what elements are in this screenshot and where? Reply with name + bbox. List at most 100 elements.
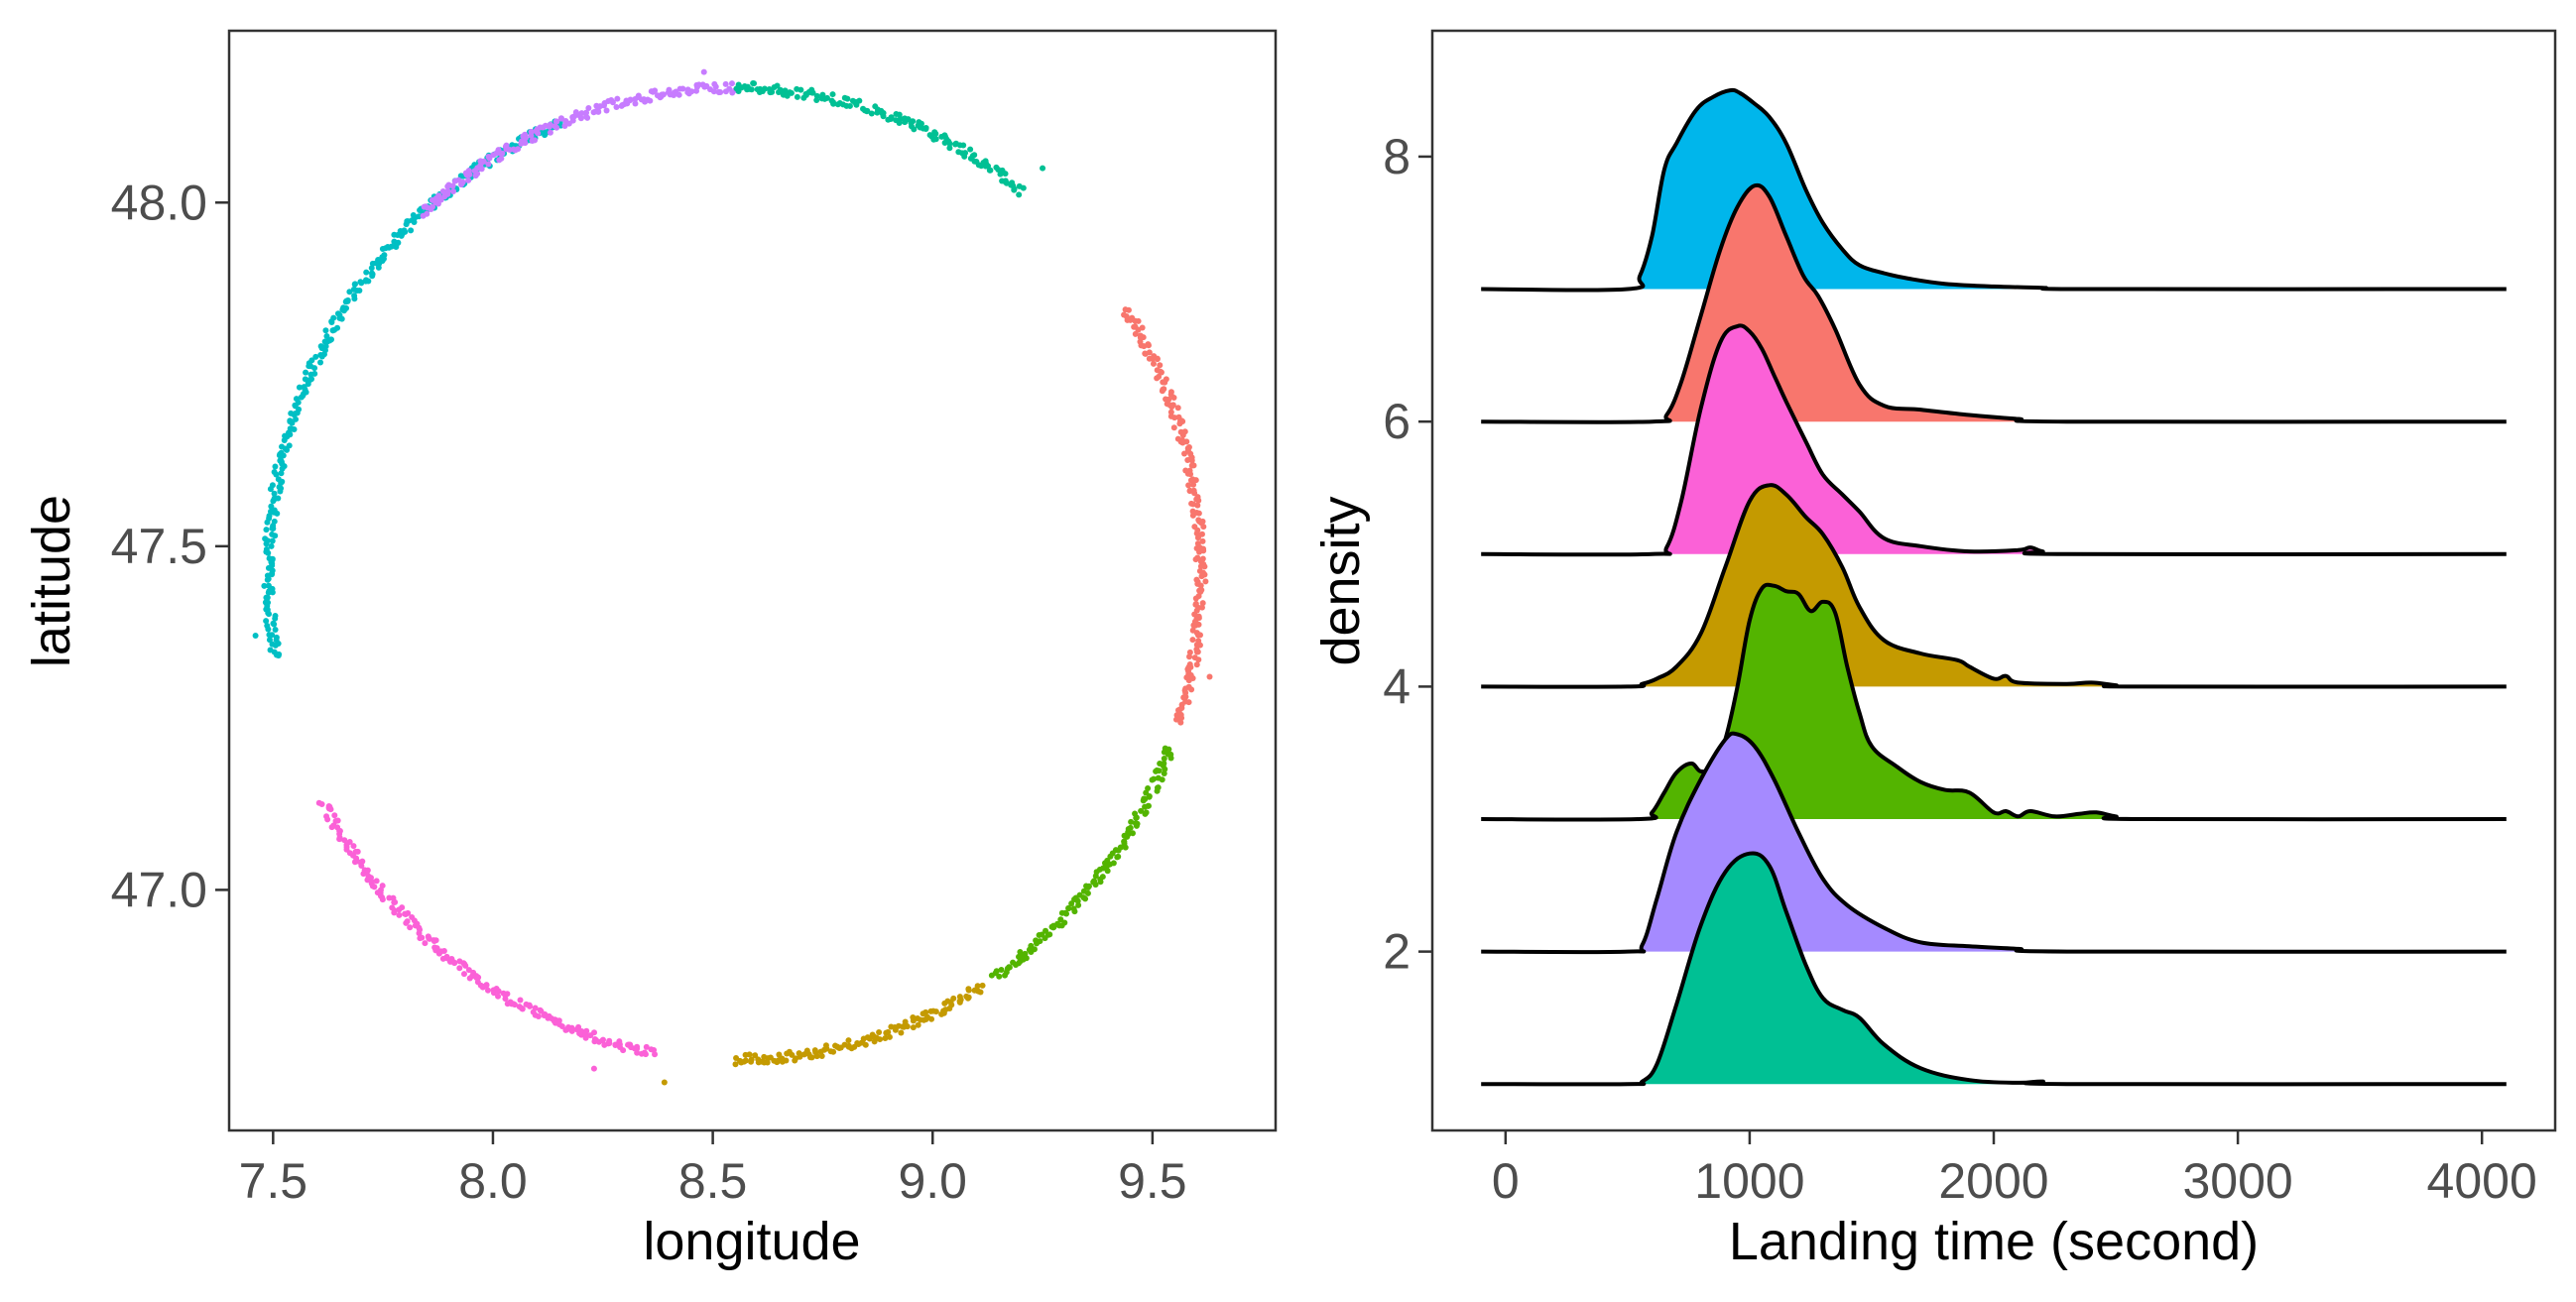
scatter-point — [1150, 360, 1157, 367]
scatter-point — [1161, 386, 1167, 393]
scatter-point — [915, 122, 921, 129]
scatter-point — [568, 1024, 575, 1031]
scatter-point — [893, 117, 900, 124]
ridge-outline — [1481, 731, 2507, 955]
scatter-point — [266, 637, 273, 644]
scatter-x-axis: 7.5 8.0 8.5 9.0 9.5 — [239, 1130, 1187, 1209]
scatter-point — [950, 995, 957, 1002]
scatter-point — [1154, 784, 1161, 791]
scatter-y-tick-label: 47.5 — [111, 519, 207, 574]
scatter-point — [351, 859, 358, 866]
scatter-point — [932, 1008, 939, 1015]
scatter-point — [643, 1043, 650, 1050]
scatter-point — [317, 359, 324, 366]
scatter-point — [750, 80, 757, 87]
scatter-point — [1040, 165, 1046, 172]
ridge-3 — [1481, 582, 2507, 822]
scatter-point — [1199, 537, 1206, 544]
scatter-point — [379, 896, 386, 903]
scatter-point — [1129, 830, 1136, 837]
scatter-point — [268, 542, 275, 549]
scatter-point — [317, 352, 324, 359]
scatter-point — [357, 279, 364, 286]
scatter-point — [956, 994, 963, 1001]
scatter-point — [277, 488, 284, 495]
scatter-point — [1061, 919, 1068, 926]
scatter-point — [993, 968, 1000, 975]
ridge-x-tick-label: 2000 — [1938, 1153, 2048, 1209]
scatter-point — [537, 1006, 544, 1013]
scatter-point — [590, 1065, 597, 1072]
scatter-point — [263, 527, 270, 533]
scatter-point — [1194, 494, 1201, 501]
scatter-point — [583, 1027, 590, 1034]
scatter-point — [1009, 179, 1016, 186]
scatter-point — [601, 100, 608, 107]
scatter-point — [819, 91, 826, 98]
scatter-point — [342, 298, 349, 305]
scatter-point — [1187, 477, 1194, 484]
scatter-point — [1156, 373, 1163, 380]
scatter-point — [341, 837, 348, 844]
scatter-point — [354, 848, 361, 855]
scatter-point — [323, 333, 330, 340]
scatter-point — [1135, 317, 1142, 324]
scatter-point — [1122, 306, 1129, 313]
scatter-point — [1185, 683, 1192, 690]
scatter-point — [654, 92, 661, 99]
scatter-point — [1175, 414, 1182, 420]
scatter-point — [269, 632, 276, 639]
scatter-point — [393, 244, 400, 251]
scatter-point — [1170, 424, 1177, 431]
scatter-point — [292, 402, 299, 409]
scatter-point — [1199, 555, 1206, 562]
ridge-x-tick-label: 0 — [1492, 1153, 1520, 1209]
scatter-point — [661, 1079, 668, 1086]
scatter-point — [1192, 600, 1199, 607]
scatter-point — [368, 265, 375, 272]
scatter-point — [263, 548, 270, 555]
scatter-point — [1121, 838, 1128, 845]
scatter-point — [391, 231, 398, 238]
scatter-point — [460, 971, 467, 978]
scatter-point — [535, 130, 542, 137]
scatter-point — [973, 159, 980, 166]
scatter-point — [590, 109, 597, 116]
ridge-fill — [1481, 853, 2507, 1085]
scatter-point — [854, 1039, 861, 1046]
scatter-point — [1132, 810, 1139, 817]
scatter-point — [331, 812, 338, 819]
scatter-point — [1137, 332, 1144, 339]
scatter-point — [1062, 909, 1069, 916]
scatter-point — [1177, 719, 1184, 726]
scatter-point — [356, 287, 363, 294]
scatter-point — [1191, 524, 1198, 531]
scatter-point — [275, 652, 282, 659]
scatter-point — [269, 589, 276, 596]
scatter-point — [1165, 746, 1172, 753]
scatter-point — [1121, 311, 1128, 318]
scatter-point — [519, 1005, 526, 1011]
scatter-point — [1145, 802, 1152, 809]
scatter-point — [439, 187, 446, 194]
scatter-x-axis-title: longitude — [643, 1212, 860, 1271]
scatter-point — [1084, 889, 1091, 896]
scatter-point — [417, 206, 424, 213]
scatter-point — [1145, 341, 1152, 348]
scatter-point — [632, 100, 639, 107]
scatter-point — [1110, 860, 1117, 867]
scatter-point — [472, 173, 479, 179]
scatter-point — [396, 911, 403, 918]
scatter-point — [634, 1049, 641, 1056]
scatter-point — [1022, 950, 1029, 957]
scatter-point — [1046, 931, 1053, 938]
scatter-point — [813, 1053, 820, 1060]
scatter-point — [650, 88, 657, 95]
scatter-point — [298, 394, 305, 401]
scatter-point — [853, 101, 860, 108]
scatter-point — [1006, 964, 1013, 971]
scatter-point — [528, 132, 535, 139]
scatter-point — [485, 161, 492, 168]
scatter-point — [307, 371, 314, 378]
scatter-point — [746, 1051, 753, 1058]
